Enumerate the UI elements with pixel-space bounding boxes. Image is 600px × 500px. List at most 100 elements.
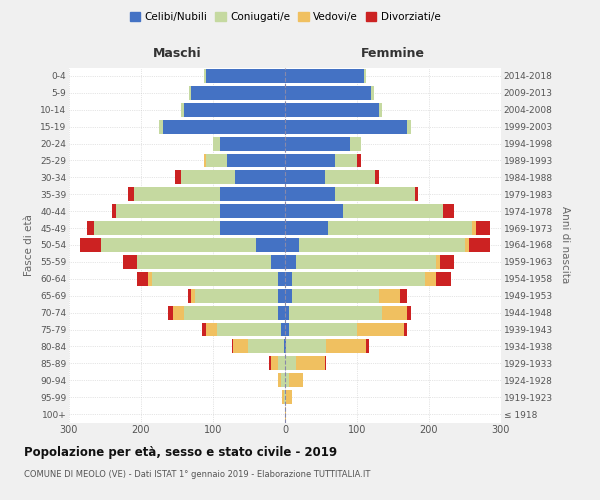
Bar [425, 272, 436, 285]
Bar [184, 103, 285, 117]
Bar [285, 390, 286, 404]
Bar [284, 340, 285, 353]
Bar [285, 306, 289, 320]
Bar [292, 289, 379, 302]
Bar [94, 221, 220, 235]
Bar [278, 356, 285, 370]
Bar [285, 340, 286, 353]
Bar [248, 340, 284, 353]
Bar [202, 322, 206, 336]
Bar [469, 238, 490, 252]
Bar [285, 374, 289, 387]
Bar [325, 356, 326, 370]
Bar [184, 306, 278, 320]
Bar [364, 69, 365, 83]
Bar [292, 272, 425, 285]
Bar [335, 188, 415, 201]
Y-axis label: Anni di nascita: Anni di nascita [560, 206, 569, 284]
Bar [159, 120, 163, 134]
Bar [400, 289, 407, 302]
Bar [181, 103, 184, 117]
Bar [285, 120, 407, 134]
Bar [379, 289, 400, 302]
Text: Femmine: Femmine [361, 48, 425, 60]
Bar [472, 221, 476, 235]
Legend: Celibi/Nubili, Coniugati/e, Vedovi/e, Divorziati/e: Celibi/Nubili, Coniugati/e, Vedovi/e, Di… [125, 8, 445, 26]
Bar [232, 340, 233, 353]
Bar [148, 272, 152, 285]
Bar [285, 221, 328, 235]
Bar [281, 374, 285, 387]
Bar [289, 374, 303, 387]
Text: Maschi: Maschi [152, 48, 202, 60]
Bar [407, 120, 411, 134]
Bar [379, 103, 382, 117]
Y-axis label: Fasce di età: Fasce di età [25, 214, 34, 276]
Bar [285, 188, 335, 201]
Bar [415, 188, 418, 201]
Bar [285, 69, 364, 83]
Bar [269, 356, 271, 370]
Bar [326, 340, 365, 353]
Bar [281, 322, 285, 336]
Bar [285, 272, 292, 285]
Bar [335, 154, 357, 168]
Bar [404, 322, 407, 336]
Bar [112, 204, 116, 218]
Bar [116, 204, 220, 218]
Bar [137, 255, 271, 269]
Bar [286, 340, 326, 353]
Bar [285, 154, 335, 168]
Bar [123, 255, 137, 269]
Bar [328, 221, 472, 235]
Bar [285, 255, 296, 269]
Bar [256, 238, 285, 252]
Bar [175, 170, 181, 184]
Bar [101, 238, 256, 252]
Bar [465, 238, 469, 252]
Bar [357, 322, 404, 336]
Bar [220, 136, 285, 150]
Bar [382, 306, 407, 320]
Bar [285, 86, 371, 100]
Bar [189, 86, 191, 100]
Bar [436, 272, 451, 285]
Bar [357, 154, 361, 168]
Bar [235, 170, 285, 184]
Bar [128, 188, 134, 201]
Bar [365, 340, 369, 353]
Bar [285, 238, 299, 252]
Bar [271, 255, 285, 269]
Bar [278, 306, 285, 320]
Bar [173, 306, 184, 320]
Text: COMUNE DI MEOLO (VE) - Dati ISTAT 1° gennaio 2019 - Elaborazione TUTTITALIA.IT: COMUNE DI MEOLO (VE) - Dati ISTAT 1° gen… [24, 470, 370, 479]
Bar [285, 322, 289, 336]
Bar [285, 103, 379, 117]
Bar [285, 356, 296, 370]
Bar [278, 289, 285, 302]
Bar [80, 238, 101, 252]
Bar [296, 356, 325, 370]
Bar [205, 69, 206, 83]
Bar [163, 120, 285, 134]
Bar [191, 86, 285, 100]
Bar [371, 86, 374, 100]
Bar [282, 390, 284, 404]
Bar [134, 188, 220, 201]
Bar [476, 221, 490, 235]
Bar [289, 322, 357, 336]
Bar [188, 289, 191, 302]
Bar [350, 136, 361, 150]
Bar [206, 69, 285, 83]
Bar [203, 154, 206, 168]
Bar [285, 136, 350, 150]
Bar [296, 255, 436, 269]
Bar [278, 272, 285, 285]
Bar [206, 322, 217, 336]
Bar [285, 170, 325, 184]
Bar [217, 322, 281, 336]
Bar [220, 204, 285, 218]
Bar [87, 221, 94, 235]
Bar [407, 306, 411, 320]
Bar [152, 272, 278, 285]
